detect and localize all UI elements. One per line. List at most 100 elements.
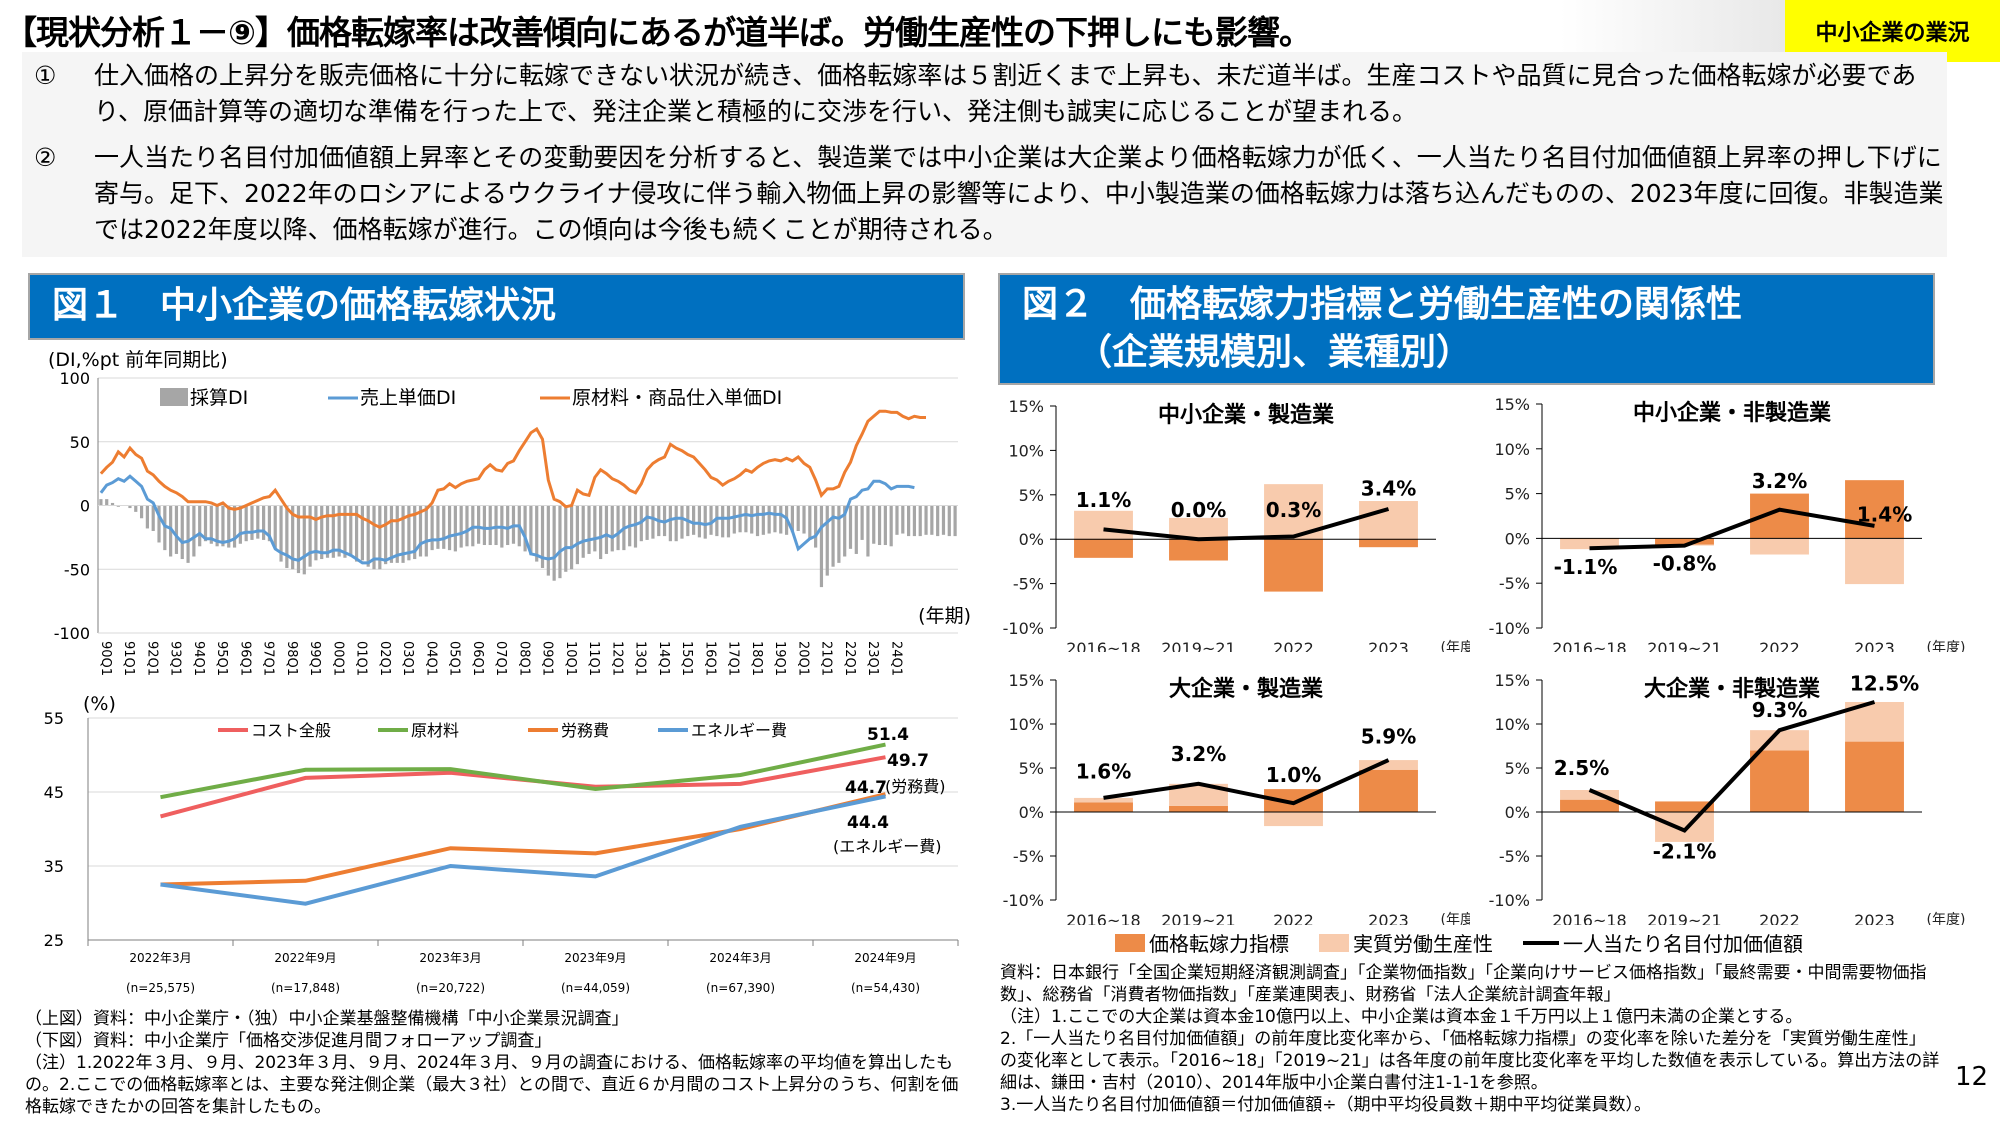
data-label: 1.6% <box>1076 760 1131 784</box>
bar-saisan-di <box>99 499 103 506</box>
bar-saisan-di <box>918 505 922 537</box>
data-label: 5.9% <box>1361 724 1416 748</box>
legend-label: エネルギー費 <box>691 721 787 740</box>
x-tick-label: 96Q1 <box>237 641 252 676</box>
figure2-note: 2.「一人当たり名目付加価値額」の前年度比変化率から、「価格転嫁力指標」の変化率… <box>1000 1029 1940 1093</box>
bar-saisan-di <box>337 505 341 557</box>
bar-saisan-di <box>203 505 208 542</box>
bar-saisan-di <box>831 505 835 567</box>
legend-swatch-price-pass-through <box>1115 933 1145 952</box>
bar-saisan-di <box>436 505 440 549</box>
bar-saisan-di <box>273 505 277 549</box>
x-tick-label: 92Q1 <box>144 641 159 676</box>
legend-label: 原材料 <box>411 721 459 740</box>
chart-title: 大企業・製造業 <box>1169 676 1324 702</box>
summary-item-1: ① 仕入価格の上昇分を販売価格に十分に転嫁できない状況が続き、価格転嫁率は５割近… <box>34 58 1944 130</box>
bar-saisan-di <box>587 505 591 554</box>
bar-saisan-di <box>540 505 545 568</box>
pass-through-rate-chart: (%) 55 45 35 25 2022年3月 (n=25,575) 2022年9月 (n=17… <box>44 693 959 995</box>
bar-saisan-di <box>819 505 824 588</box>
bar-real-productivity <box>1750 538 1809 555</box>
figure2-note: 3.一人当たり名目付加価値額＝付加価値額÷（期中平均役員数＋期中平均従業員数）。 <box>1000 1095 1651 1115</box>
figure2-legend: 価格転嫁力指標 実質労働生産性 一人当たり名目付加価値額 <box>1115 928 1803 957</box>
x-tick-label: 2023 <box>1854 911 1895 925</box>
bar-price-pass-through <box>1169 805 1228 812</box>
bar-saisan-di <box>442 505 446 549</box>
bar-saisan-di <box>796 505 800 531</box>
bar-saisan-di <box>715 505 719 537</box>
bar-saisan-di <box>157 505 161 543</box>
data-label: -1.1% <box>1554 555 1618 579</box>
x-tick-label: 2023年9月 <box>564 951 626 965</box>
line-purchase-price-di <box>99 409 926 529</box>
figure1-notes: （上図）資料：中小企業庁・（独）中小企業基盤整備機構「中小企業景況調査」 （下図… <box>25 1008 975 1118</box>
x-tick-label: 2022 <box>1273 911 1314 925</box>
x-tick-label: 2019~21 <box>1161 639 1235 652</box>
bar-saisan-di <box>506 505 510 546</box>
bar-saisan-di <box>494 505 498 546</box>
y-tick-label: 25 <box>44 931 64 950</box>
bar-real-productivity <box>1264 812 1323 827</box>
data-label: 12.5% <box>1850 672 1919 696</box>
x-tick-label: 2016~18 <box>1066 639 1140 652</box>
bar-saisan-di <box>285 505 289 568</box>
y-tick-label: 15% <box>1008 397 1044 416</box>
x-tick-label: 11Q1 <box>586 641 601 676</box>
bar-saisan-di <box>192 505 196 557</box>
x-axis-suffix: (年度) <box>1927 640 1966 652</box>
bar-saisan-di <box>651 505 655 539</box>
y-tick-label: -10% <box>1489 619 1530 638</box>
bar-saisan-di <box>593 505 597 552</box>
bar-saisan-di <box>599 505 603 560</box>
bar-price-pass-through <box>1359 769 1418 812</box>
legend-swatch-real-productivity <box>1319 933 1349 952</box>
x-tick-label: 2022 <box>1273 639 1314 652</box>
figure1-title: 図１ 中小企業の価格転嫁状況 <box>28 273 965 340</box>
bar-saisan-di <box>802 505 806 534</box>
bar-saisan-di <box>610 505 614 552</box>
x-tick-label: 2024年3月 <box>709 951 771 965</box>
bar-saisan-di <box>110 502 115 506</box>
bar-price-pass-through <box>1560 799 1619 812</box>
bar-saisan-di <box>325 505 330 558</box>
bar-saisan-di <box>947 505 951 537</box>
bar-saisan-di <box>924 505 928 535</box>
bar-price-pass-through <box>1750 750 1809 812</box>
bar-saisan-di <box>767 505 771 534</box>
x-tick-label: 12Q1 <box>609 641 624 676</box>
bar-saisan-di <box>331 505 335 558</box>
bar-saisan-di <box>453 505 457 552</box>
data-label: 2.5% <box>1554 756 1609 780</box>
x-tick-label: 07Q1 <box>493 641 508 676</box>
x-tick-label: 2019~21 <box>1647 911 1721 925</box>
legend-label: コスト全般 <box>251 721 331 740</box>
y-tick-label: -5% <box>1499 847 1530 866</box>
bar-saisan-di <box>169 505 173 557</box>
y-tick-label: -100 <box>54 624 90 643</box>
x-axis-label: (年期) <box>918 605 971 627</box>
sample-size-label: (n=44,059) <box>561 981 630 995</box>
sample-size-label: (n=25,575) <box>126 981 195 995</box>
bar-saisan-di <box>755 505 760 537</box>
y-tick-label: 0 <box>80 497 90 516</box>
bar-price-pass-through <box>1655 801 1714 812</box>
line-value-added-per-worker <box>1103 758 1390 806</box>
data-label: -0.8% <box>1653 552 1717 576</box>
bar-real-productivity <box>1845 538 1904 585</box>
bar-saisan-di <box>750 505 754 534</box>
chart-title: 中小企業・非製造業 <box>1633 400 1832 426</box>
bar-saisan-di <box>145 505 149 529</box>
bar-saisan-di <box>279 505 283 562</box>
y-tick-label: 5% <box>1019 486 1044 505</box>
summary-text: 仕入価格の上昇分を販売価格に十分に転嫁できない状況が続き、価格転嫁率は５割近くま… <box>94 61 1917 126</box>
bar-saisan-di <box>488 505 492 546</box>
x-tick-label: 16Q1 <box>702 641 717 676</box>
x-tick-label: 02Q1 <box>377 641 392 676</box>
summary-number: ① <box>34 61 57 90</box>
x-tick-label: 10Q1 <box>563 641 578 676</box>
bar-saisan-di <box>535 505 539 562</box>
y-tick-label: 5% <box>1505 759 1530 778</box>
bar-saisan-di <box>854 505 858 554</box>
x-tick-label: 24Q1 <box>888 641 903 676</box>
bar-saisan-di <box>546 505 550 576</box>
